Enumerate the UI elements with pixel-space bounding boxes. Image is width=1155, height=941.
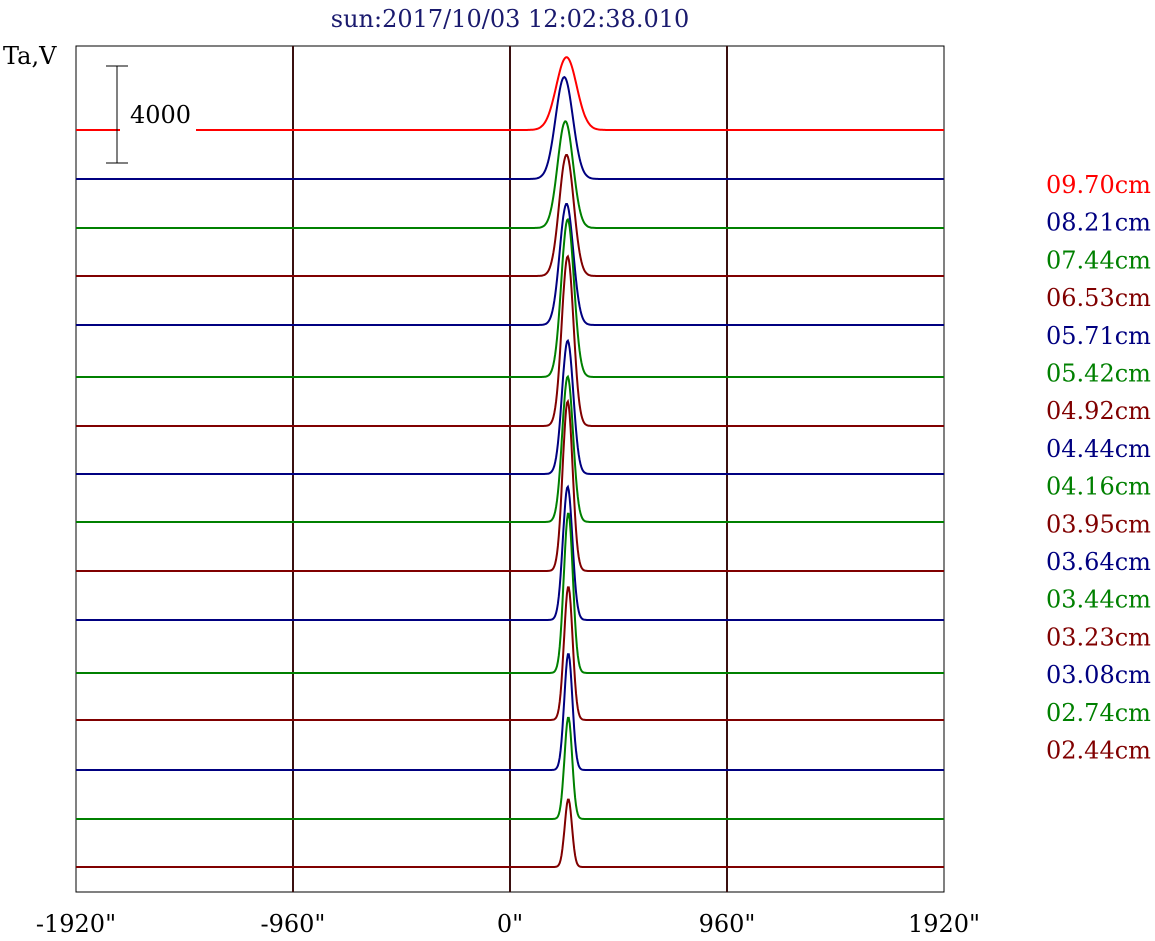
trace-03.64cm xyxy=(76,484,944,621)
legend: 09.70cm 08.21cm 07.44cm 06.53cm 05.71cm 05.42… xyxy=(1046,171,1151,765)
trace-04.16cm xyxy=(76,374,944,523)
x-tick-label: -1920" xyxy=(36,910,116,938)
scale-bar-label-bg xyxy=(120,98,196,132)
legend-entry: 08.21cm xyxy=(1046,209,1151,237)
x-tick-label: 0" xyxy=(497,910,523,938)
trace-05.42cm xyxy=(76,217,944,378)
trace-07.44cm xyxy=(76,120,944,229)
trace-05.71cm xyxy=(76,203,944,326)
legend-entry: 04.16cm xyxy=(1046,473,1151,501)
x-axis-ticks: -1920" -960" 0" 960" 1920" xyxy=(36,910,980,938)
trace-04.92cm xyxy=(76,254,944,427)
x-tick-label: -960" xyxy=(261,910,326,938)
scale-bar-label: 4000 xyxy=(130,101,191,129)
trace-02.44cm xyxy=(76,798,944,868)
trace-03.23cm xyxy=(76,586,944,721)
legend-entry: 06.53cm xyxy=(1046,284,1151,312)
reference-lines xyxy=(292,46,728,892)
legend-entry: 03.08cm xyxy=(1046,661,1151,689)
legend-entry: 04.44cm xyxy=(1046,435,1151,463)
legend-entry: 04.92cm xyxy=(1046,397,1151,425)
legend-entry: 07.44cm xyxy=(1046,246,1151,274)
legend-entry: 02.44cm xyxy=(1046,737,1151,765)
legend-entry: 03.23cm xyxy=(1046,623,1151,651)
trace-06.53cm xyxy=(76,154,944,277)
legend-entry: 02.74cm xyxy=(1046,699,1151,727)
x-tick-label: 1920" xyxy=(908,910,980,938)
chart-title: sun:2017/10/03 12:02:38.010 xyxy=(331,5,690,33)
y-axis-unit-label: Ta,V xyxy=(3,42,57,70)
spectral-traces xyxy=(76,56,944,868)
legend-entry: 03.95cm xyxy=(1046,510,1151,538)
trace-08.21cm xyxy=(76,75,944,180)
legend-entry: 03.44cm xyxy=(1046,586,1151,614)
scale-bar: 4000 xyxy=(106,65,196,164)
trace-03.95cm xyxy=(76,398,944,572)
x-tick-label: 960" xyxy=(699,910,756,938)
trace-03.44cm xyxy=(76,512,944,674)
trace-09.70cm xyxy=(76,56,944,131)
legend-entry: 05.42cm xyxy=(1046,360,1151,388)
legend-entry: 05.71cm xyxy=(1046,322,1151,350)
legend-entry: 09.70cm xyxy=(1046,171,1151,199)
trace-02.74cm xyxy=(76,716,944,820)
trace-04.44cm xyxy=(76,338,944,475)
legend-entry: 03.64cm xyxy=(1046,548,1151,576)
trace-03.08cm xyxy=(76,653,944,771)
